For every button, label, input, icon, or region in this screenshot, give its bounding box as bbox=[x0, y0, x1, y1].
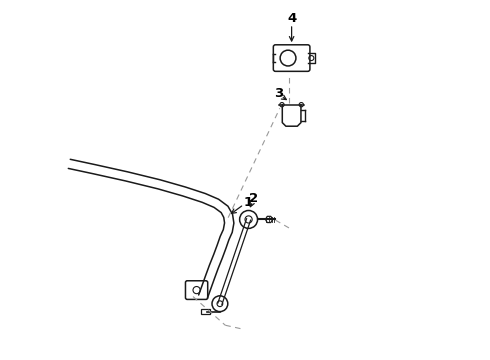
Text: 1: 1 bbox=[244, 196, 253, 209]
Text: 3: 3 bbox=[274, 87, 283, 100]
Text: 2: 2 bbox=[249, 192, 258, 205]
Text: 4: 4 bbox=[287, 12, 296, 25]
